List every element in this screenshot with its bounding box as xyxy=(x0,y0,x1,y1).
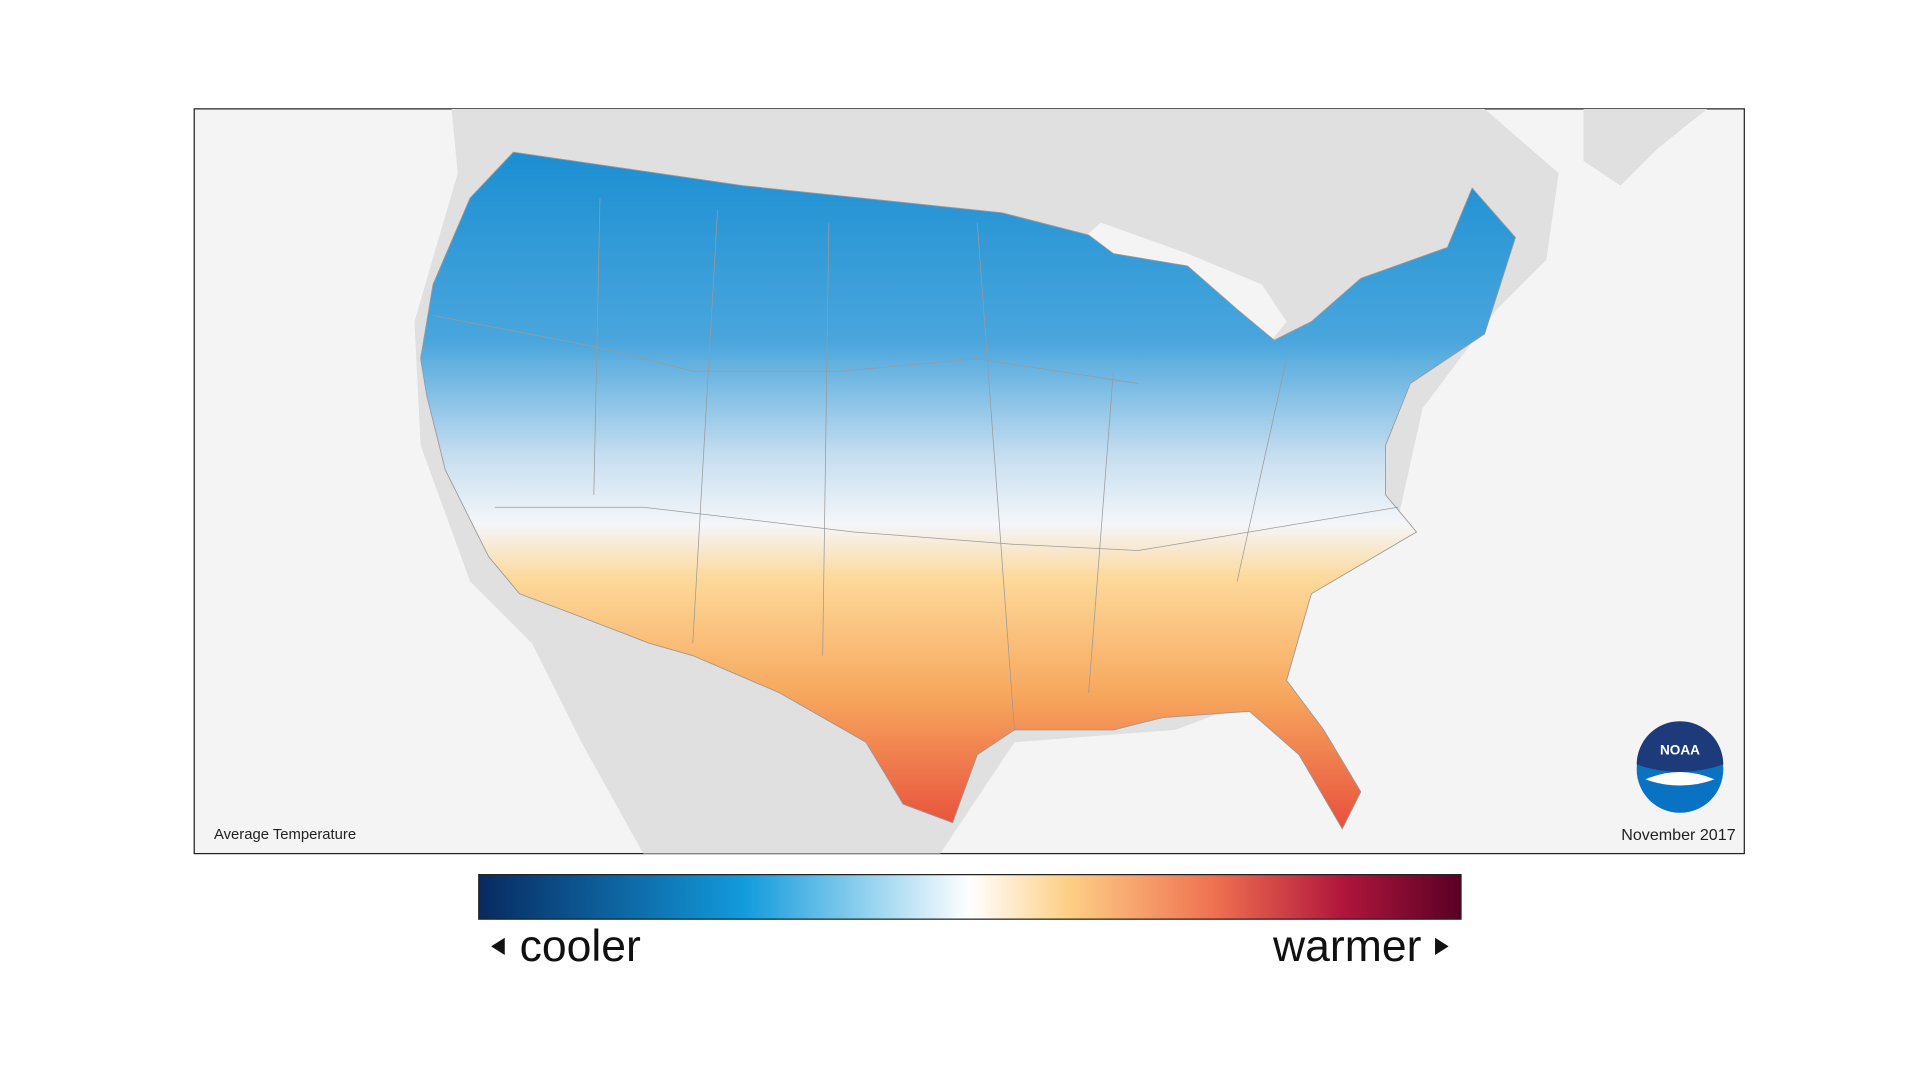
noaa-logo: NOAA xyxy=(1636,721,1724,813)
map-title: Average Temperature xyxy=(214,827,356,843)
logo-top xyxy=(1636,721,1724,772)
legend-low: cooler xyxy=(520,922,641,971)
arrow-left xyxy=(491,937,505,956)
legend-high: warmer xyxy=(1272,922,1422,971)
logo-text: NOAA xyxy=(1660,743,1700,758)
color-scale xyxy=(478,874,1462,920)
temperature-map xyxy=(420,151,1516,830)
arrow-right xyxy=(1435,937,1449,956)
logo-bird xyxy=(1645,771,1715,786)
map-layout: NOAA Average Temperature November 2017 c… xyxy=(193,108,1745,971)
land-mass xyxy=(1583,108,1708,186)
map-date: November 2017 xyxy=(1621,826,1735,844)
state-borders xyxy=(432,197,1398,730)
